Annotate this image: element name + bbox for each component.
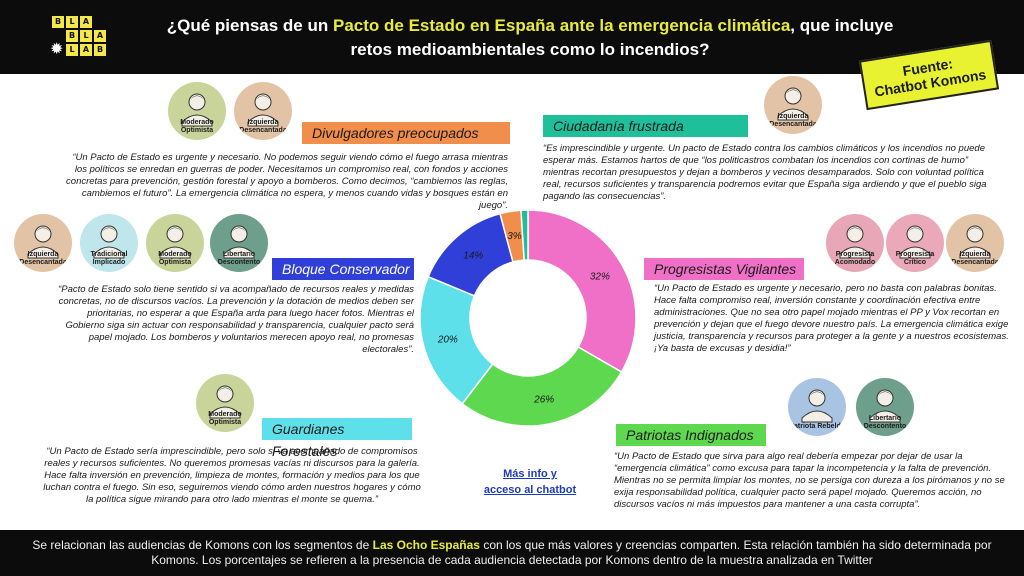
donut-slice <box>520 209 529 261</box>
person-icon <box>247 93 279 127</box>
slice-label: 1% <box>517 208 532 210</box>
avatar-label: Libertario Descontento <box>217 251 261 266</box>
slice-label: 26% <box>533 394 554 405</box>
segment-label-guardianes: Guardianes Forestales <box>262 418 412 459</box>
avatar-patriota-rebelde: Patriota Rebelde <box>788 378 846 436</box>
avatar-libertario-descontento: Libertario Descontento <box>210 214 268 272</box>
slice-label: 3% <box>507 231 522 242</box>
person-icon <box>801 389 833 423</box>
segment-label-ciudadania: Ciudadanía frustrada <box>543 115 748 137</box>
donut-chart: 32% 26% 20% 14% 3% 1% <box>419 208 637 427</box>
person-icon <box>869 389 901 423</box>
logo-cell: A <box>80 16 92 28</box>
avatar-label: Izquierda Desencantada <box>239 119 287 134</box>
avatar-label: Patriota Rebelde <box>789 423 845 430</box>
footer-highlight: Las Ocho Españas <box>372 538 480 552</box>
logo-cell: L <box>66 16 78 28</box>
person-icon <box>777 87 809 121</box>
avatar-izquierda-desencantada: Izquierda Desencantada <box>764 76 822 134</box>
segment-label-divulgadores: Divulgadores preocupados <box>302 122 510 144</box>
avatar-label: Izquierda Desencantada <box>951 251 999 266</box>
avatar-moderado-optimista: Moderado Optimista <box>146 214 204 272</box>
avatar-label: Izquierda Desencantada <box>19 251 67 266</box>
chatbot-link-line2[interactable]: acceso al chatbot <box>483 484 577 496</box>
avatar-izquierda-desencantada: Izquierda Desencantada <box>14 214 72 272</box>
title-part2: , que incluye <box>790 16 894 35</box>
blablalab-logo[interactable]: B L A B L A L A B ✹ <box>50 16 108 58</box>
slice-label: 32% <box>590 272 610 283</box>
avatar-label: Libertario Descontento <box>863 415 907 430</box>
person-icon <box>181 93 213 127</box>
segment-label-progresistas: Progresistas Vigilantes <box>644 258 804 280</box>
avatar-label: Moderado Optimista <box>158 251 192 266</box>
logo-cell: A <box>80 44 92 56</box>
segment-label-bloque: Bloque Conservador <box>272 258 414 280</box>
donut-slice <box>419 275 494 405</box>
footer-note: Se relacionan las audiencias de Komons c… <box>0 530 1024 576</box>
person-icon <box>899 225 931 259</box>
segment-label-patriotas: Patriotas Indignados <box>616 424 766 446</box>
person-icon <box>27 225 59 259</box>
person-icon <box>223 225 255 259</box>
quote-bloque: “Pacto de Estado solo tiene sentido si v… <box>58 284 414 355</box>
avatar-label: Moderado Optimista <box>180 119 214 134</box>
logo-cell: A <box>94 30 106 42</box>
avatar-libertario-descontento: Libertario Descontento <box>856 378 914 436</box>
avatar-label: Progresista Crítico <box>895 251 935 266</box>
logo-cell: B <box>66 30 78 42</box>
chatbot-link[interactable]: Más info y acceso al chatbot <box>470 466 590 498</box>
sun-icon: ✹ <box>50 41 64 58</box>
person-icon <box>159 225 191 259</box>
donut-slice <box>461 345 623 427</box>
title-highlight: Pacto de Estado en España ante la emerge… <box>332 16 791 35</box>
donut-slice <box>527 209 637 374</box>
quote-divulgadores: “Un Pacto de Estado es urgente y necesar… <box>66 152 508 211</box>
avatar-moderado-optimista: Moderado Optimista <box>168 82 226 140</box>
title-line2: retos medioambientales como lo incendios… <box>350 40 710 59</box>
avatar-izquierda-desencantada: Izquierda Desencantada <box>946 214 1004 272</box>
avatar-progresista-acomodado: Progresista Acomodado <box>826 214 884 272</box>
footer-part1: Se relacionan las audiencias de Komons c… <box>32 538 373 552</box>
slice-label: 14% <box>463 251 483 262</box>
slice-label: 20% <box>437 334 458 345</box>
avatar-izquierda-desencantada: Izquierda Desencantada <box>234 82 292 140</box>
logo-cell: B <box>52 16 64 28</box>
quote-patriotas: “Un Pacto de Estado que sirva para algo … <box>614 451 1005 510</box>
avatar-moderado-optimista: Moderado Optimista <box>196 374 254 432</box>
avatar-label: Progresista Acomodado <box>834 251 876 266</box>
avatar-label: Tradicional Implicado <box>90 251 128 266</box>
avatar-label: Moderado Optimista <box>208 411 242 426</box>
person-icon <box>93 225 125 259</box>
avatar-label: Izquierda Desencantada <box>769 113 817 128</box>
header-bar: B L A B L A L A B ✹ ¿Qué piensas de un P… <box>0 0 1024 74</box>
logo-cell: L <box>80 30 92 42</box>
person-icon <box>839 225 871 259</box>
logo-cell: B <box>94 44 106 56</box>
quote-ciudadania: “Es imprescindible y urgente. Un pacto d… <box>543 143 987 202</box>
person-icon <box>209 385 241 419</box>
avatar-progresista-critico: Progresista Crítico <box>886 214 944 272</box>
logo-cell: L <box>66 44 78 56</box>
avatar-tradicional-implicado: Tradicional Implicado <box>80 214 138 272</box>
title-part1: ¿Qué piensas de un <box>166 16 333 35</box>
quote-progresistas: “Un Pacto de Estado es urgente y necesar… <box>654 283 1009 354</box>
footer-part2: con los que más valores y creencias comp… <box>151 538 992 567</box>
quote-guardianes: “Un Pacto de Estado sería imprescindible… <box>43 446 421 505</box>
chatbot-link-line1[interactable]: Más info y <box>503 468 557 480</box>
page-title: ¿Qué piensas de un Pacto de Estado en Es… <box>140 14 920 62</box>
person-icon <box>959 225 991 259</box>
